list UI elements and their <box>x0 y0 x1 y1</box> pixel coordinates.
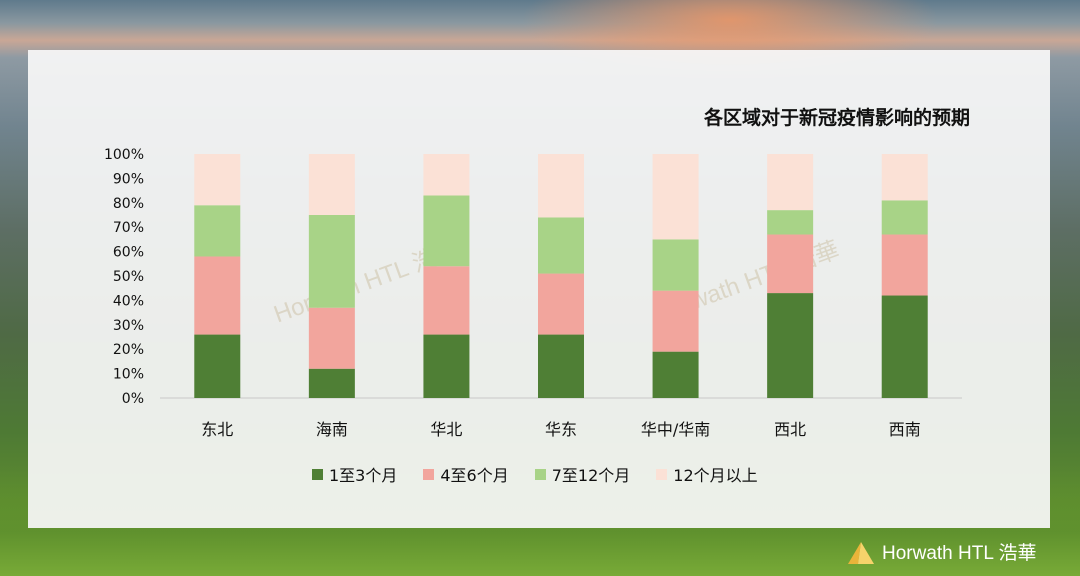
chart-title: 各区域对于新冠疫情影响的预期 <box>703 107 970 129</box>
bar-segment <box>194 256 241 335</box>
chart-legend: 1至3个月 4至6个月 7至12个月 12个月以上 <box>312 462 758 486</box>
y-tick-label: 30% <box>113 318 144 334</box>
x-tick-label: 西北 <box>774 420 806 439</box>
bar-segment <box>194 334 241 398</box>
bar-segment <box>767 293 814 398</box>
bar-segment <box>423 195 470 267</box>
x-tick-label: 东北 <box>201 420 233 439</box>
x-tick-label: 华中/华南 <box>641 420 710 439</box>
bar-segment <box>652 154 699 240</box>
legend-swatch <box>312 468 323 480</box>
y-tick-label: 100% <box>104 147 144 163</box>
legend-item: 4至6个月 <box>423 462 509 486</box>
bar-segment <box>423 154 470 196</box>
x-tick-label: 华北 <box>430 420 462 439</box>
bar-segment <box>308 154 355 215</box>
y-tick-label: 90% <box>113 171 144 187</box>
legend-item: 1至3个月 <box>312 462 397 486</box>
bar-segment <box>423 266 470 335</box>
brand-logo-text: Horwath HTL 浩華 <box>882 543 1037 564</box>
bar-segment <box>767 210 814 235</box>
bar-segment <box>538 334 584 398</box>
bar-segment <box>538 273 584 335</box>
legend-swatch <box>423 468 435 480</box>
legend-label: 4至6个月 <box>440 466 509 485</box>
y-tick-label: 10% <box>113 367 144 383</box>
legend-item: 12个月以上 <box>656 462 758 486</box>
brand-logo: Horwath HTL 浩華 <box>846 538 1037 565</box>
bar-segment <box>538 154 584 218</box>
bar-segment <box>308 215 355 308</box>
x-tick-label: 西南 <box>889 420 921 439</box>
bar-segment <box>767 234 814 294</box>
bar-segment <box>881 234 928 296</box>
legend-label: 7至12个月 <box>551 466 631 485</box>
bar-segment <box>308 307 355 369</box>
y-tick-label: 60% <box>113 245 144 261</box>
bar-segment <box>652 351 699 398</box>
y-tick-label: 50% <box>113 269 144 285</box>
bar-segment <box>652 239 699 291</box>
bar-segment <box>881 295 928 398</box>
bar-segment <box>767 154 814 211</box>
bar-segment <box>194 154 241 206</box>
y-tick-label: 70% <box>113 220 144 236</box>
bar-segment <box>881 154 928 201</box>
x-tick-label: 华东 <box>545 420 577 439</box>
x-tick-label: 海南 <box>316 420 348 439</box>
y-tick-label: 20% <box>113 342 144 358</box>
y-tick-label: 80% <box>113 196 144 212</box>
y-tick-label: 40% <box>113 293 144 309</box>
bar-segment <box>652 290 699 352</box>
y-tick-label: 0% <box>122 391 144 407</box>
bar-segment <box>881 200 928 235</box>
legend-item: 7至12个月 <box>534 462 631 486</box>
bar-segment <box>538 217 584 274</box>
legend-label: 1至3个月 <box>329 466 398 485</box>
legend-swatch <box>656 468 668 480</box>
legend-label: 12个月以上 <box>673 466 758 485</box>
horwath-logo-icon <box>848 541 874 564</box>
legend-swatch <box>534 468 546 480</box>
bar-segment <box>194 205 241 257</box>
bar-segment <box>308 368 355 398</box>
bar-segment <box>423 334 470 398</box>
